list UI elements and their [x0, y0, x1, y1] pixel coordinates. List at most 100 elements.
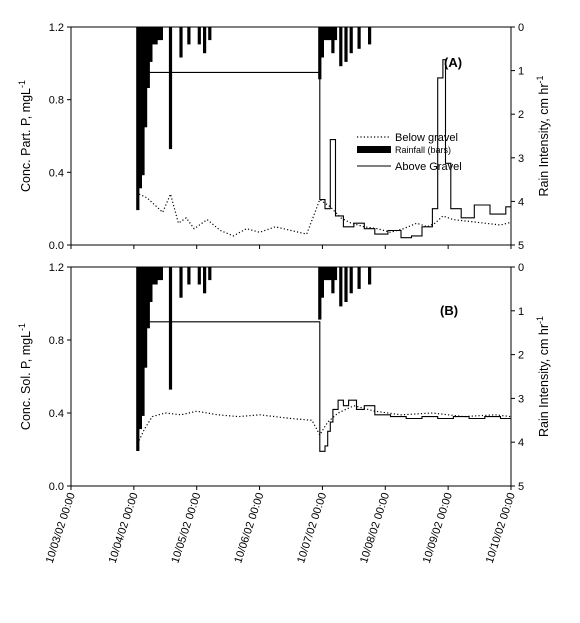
series-below-gravel: [138, 192, 511, 237]
y2-tick-label: 0: [518, 262, 524, 274]
rain-bar: [144, 267, 148, 368]
x-tick-label: 10/09/02 00:00: [421, 491, 455, 565]
panel-label: (B): [440, 303, 458, 318]
y-tick-label: 0.0: [49, 240, 64, 252]
rain-bar: [357, 27, 361, 49]
rain-bar: [333, 267, 338, 281]
y2-tick-label: 5: [518, 481, 524, 493]
rain-bar: [197, 27, 201, 45]
x-tick-label: 10/10/02 00:00: [484, 491, 518, 565]
legend-label: Above Gravel: [395, 161, 462, 173]
rain-bar: [151, 267, 156, 285]
y2-tick-label: 3: [518, 153, 524, 165]
rain-bar: [146, 27, 150, 88]
rain-bar: [154, 27, 158, 45]
rain-bar: [203, 27, 207, 54]
rain-bar: [344, 267, 348, 302]
y2-tick-label: 4: [518, 437, 524, 449]
plot-frame: [70, 26, 512, 246]
rain-bar: [179, 27, 183, 58]
y2-axis-label: Rain Intensity, cm hr-1: [535, 75, 551, 196]
legend-swatch-rainfall: [357, 146, 391, 153]
y2-tick-label: 4: [518, 196, 524, 208]
rain-bar: [151, 27, 156, 45]
series-below-gravel: [138, 405, 511, 441]
y-axis-label: Conc. Sol. P, mgL-1: [17, 323, 33, 430]
x-axis-labels: 10/03/02 00:00 10/04/02 00:00 10/05/02 00:…: [44, 491, 518, 565]
x-tick-label: 10/04/02 00:00: [107, 491, 141, 565]
legend-label: Below gravel: [395, 132, 458, 144]
x-tick-label: 10/06/02 00:00: [232, 491, 266, 565]
y2-tick-label: 1: [518, 66, 524, 78]
rain-bar: [168, 267, 173, 390]
plot-frame: [70, 266, 512, 487]
rain-bar: [159, 27, 163, 41]
y-tick-label: 1.2: [49, 22, 64, 34]
rain-bar: [318, 267, 322, 320]
y2-tick-label: 2: [518, 350, 524, 362]
rain-bar: [141, 267, 145, 416]
rain-bar: [368, 267, 372, 285]
panel-label: (A): [444, 55, 462, 70]
rain-bar: [357, 267, 361, 289]
y-tick-label: 0.8: [49, 335, 64, 347]
rainfall-bars: [136, 27, 575, 211]
rain-bar: [339, 267, 343, 307]
y-tick-label: 0.0: [49, 481, 64, 493]
y-axis-label: Conc. Part. P, mgL-1: [17, 80, 33, 192]
y2-tick-label: 1: [518, 306, 524, 318]
rain-bar: [187, 267, 191, 285]
y2-tick-label: 5: [518, 240, 524, 252]
rain-bar: [320, 27, 324, 58]
rain-bar: [320, 267, 324, 298]
rainfall-bars: [136, 267, 575, 451]
x-tick-label: 10/07/02 00:00: [295, 491, 329, 565]
rain-bar: [157, 267, 161, 281]
rain-bar: [149, 27, 153, 62]
y2-tick-label: 3: [518, 393, 524, 405]
rain-bar: [572, 267, 575, 289]
rain-bar: [339, 27, 343, 67]
rain-bar: [187, 27, 191, 45]
rain-bar: [326, 267, 330, 281]
rain-bar: [331, 267, 335, 294]
x-tick-label: 10/08/02 00:00: [358, 491, 392, 565]
rain-bar: [159, 267, 163, 281]
rain-bar: [154, 267, 158, 285]
rain-bar: [328, 267, 332, 281]
x-tick-label: 10/05/02 00:00: [169, 491, 203, 565]
rain-bar: [179, 267, 183, 298]
panel-b: 0.0 0.4 0.8 1.2 0 1 2 3 4 5 Conc. Sol. P, mgL-1 Rai…: [17, 262, 575, 493]
y2-axis-label: Rain Intensity, cm hr-1: [535, 316, 551, 437]
x-tick-label: 10/03/02 00:00: [44, 491, 78, 565]
rain-bar: [328, 27, 332, 41]
rain-bar: [203, 267, 207, 294]
y-tick-label: 0.8: [49, 95, 64, 107]
rain-bar: [144, 27, 148, 128]
rain-bar: [141, 27, 145, 176]
rain-bar: [168, 27, 173, 150]
legend-label: Rainfall (bars): [395, 145, 451, 155]
rain-bar: [136, 27, 140, 211]
rain-bar: [323, 27, 327, 41]
y-tick-label: 0.4: [49, 408, 64, 420]
rain-bar: [326, 27, 330, 41]
rain-bar: [349, 267, 353, 294]
y2-tick-label: 2: [518, 109, 524, 121]
rain-bar: [138, 27, 142, 189]
rain-bar: [146, 267, 150, 329]
series-above-gravel: [139, 59, 511, 239]
rain-bar: [197, 267, 201, 285]
rain-bar: [149, 267, 153, 302]
y2-tick-label: 0: [518, 22, 524, 34]
rain-bar: [323, 267, 327, 281]
rain-bar: [572, 27, 575, 49]
y-tick-label: 1.2: [49, 262, 64, 274]
y-tick-label: 0.4: [49, 167, 64, 179]
rain-bar: [136, 267, 140, 451]
series-above-gravel: [139, 321, 511, 452]
rain-bar: [157, 27, 161, 41]
rain-bar: [208, 267, 212, 281]
rain-bar: [318, 27, 322, 80]
